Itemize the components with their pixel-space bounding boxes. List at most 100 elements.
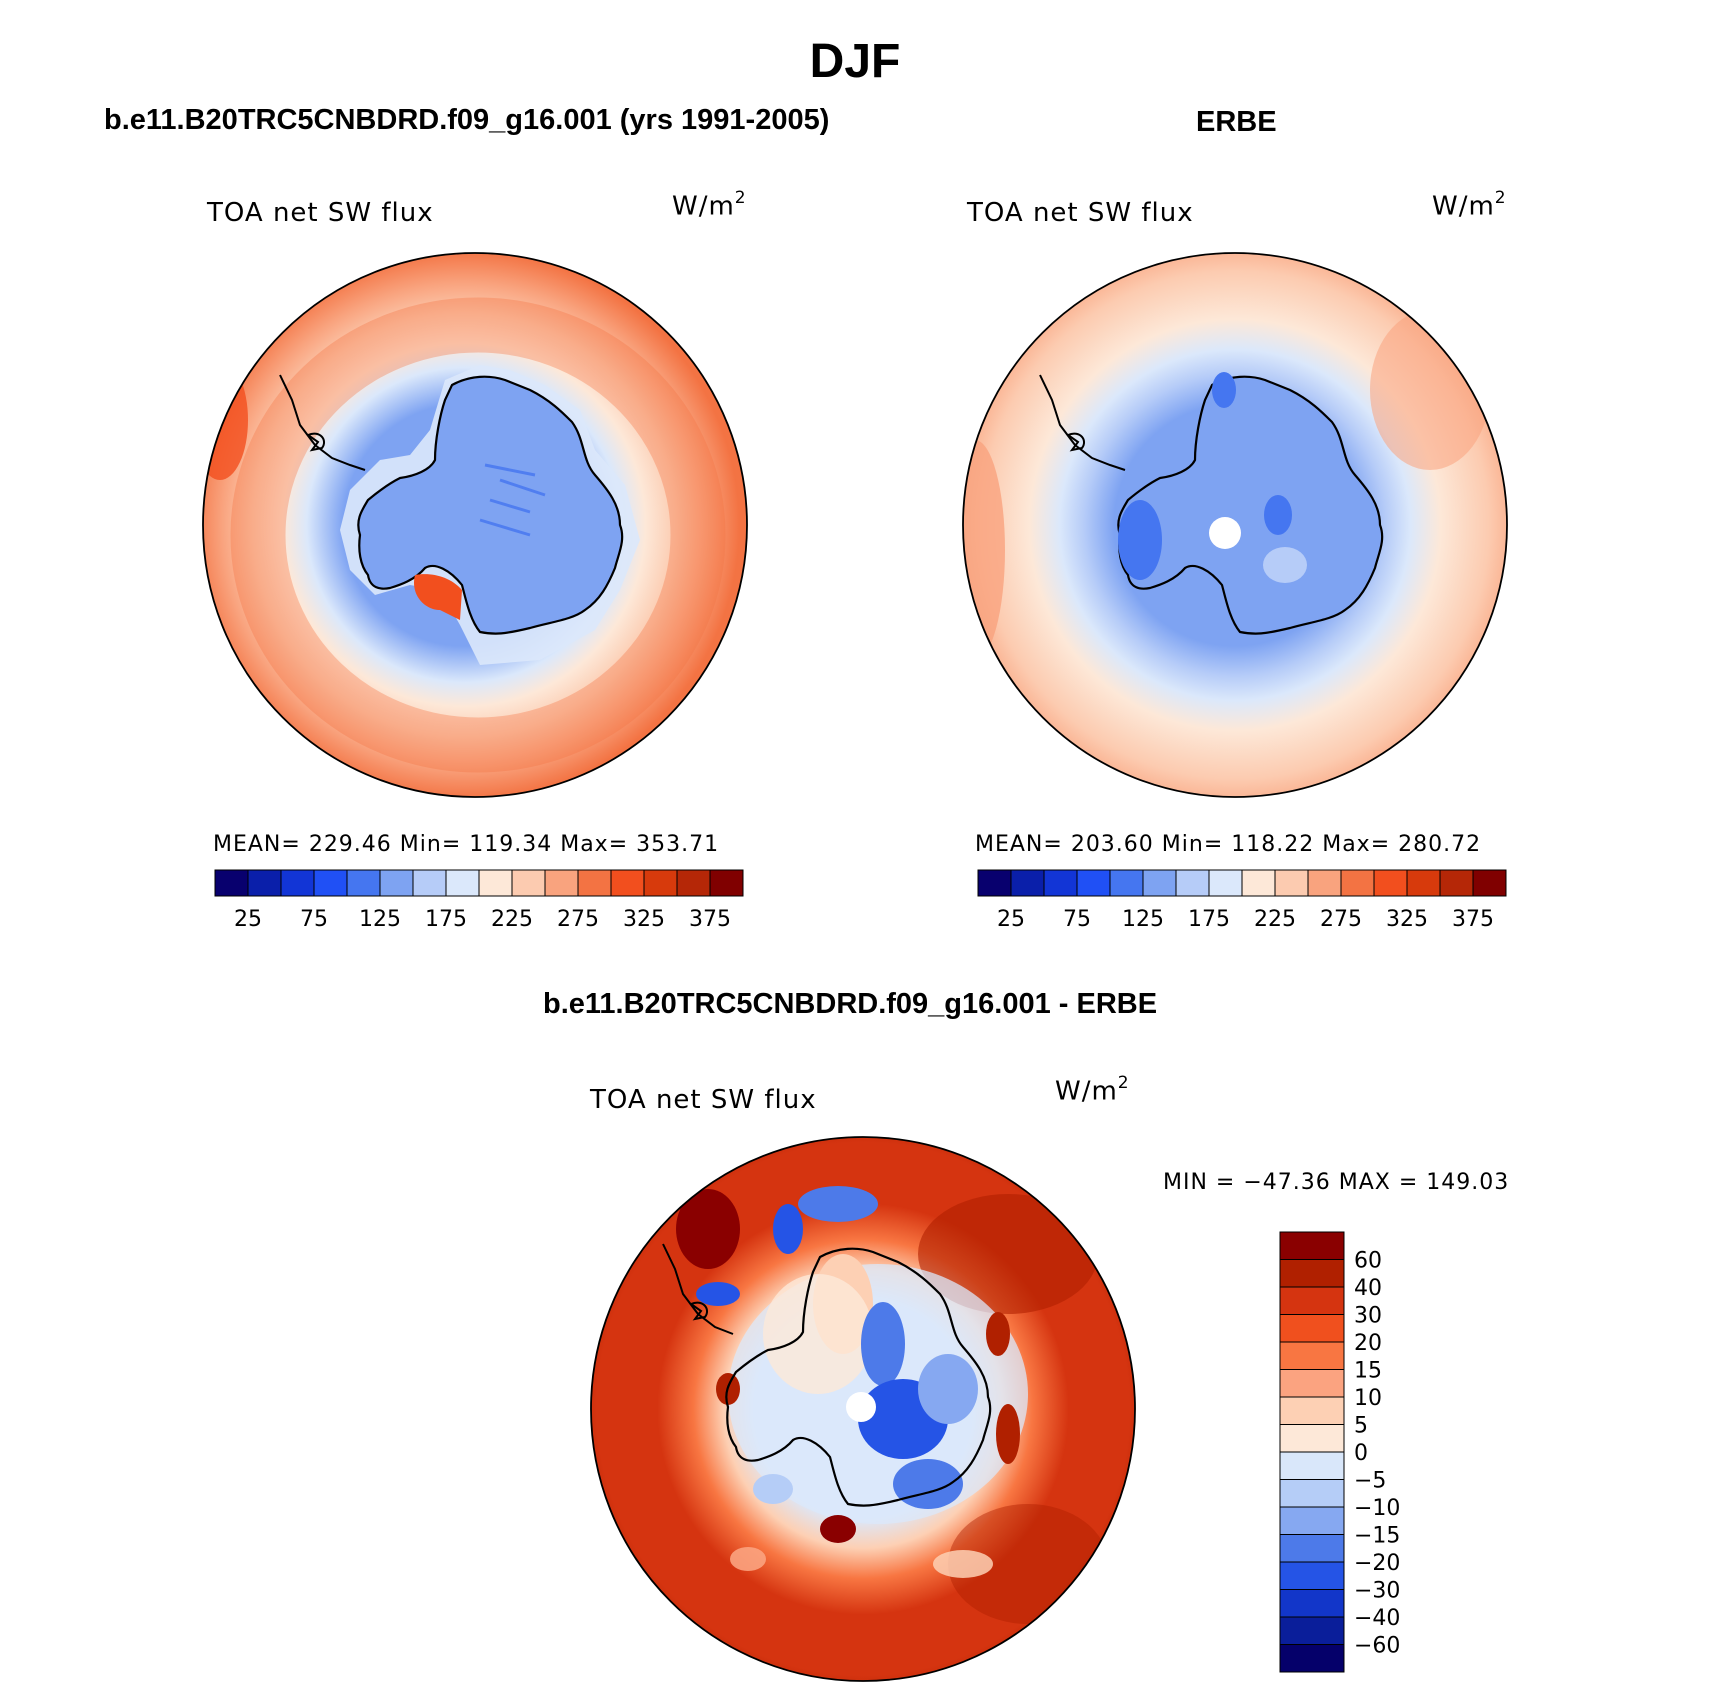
obs-colorbar-swatch: [1010, 869, 1045, 897]
model-colorbar-swatch: [247, 869, 282, 897]
model-colorbar-swatch: [610, 869, 645, 897]
diff-panel-header: b.e11.B20TRC5CNBDRD.f09_g16.001 - ERBE: [543, 988, 1158, 1020]
model-colorbar-swatch: [379, 869, 414, 897]
obs-colorbar-swatch: [1274, 869, 1309, 897]
model-colorbar-tick-label: 25: [234, 907, 262, 932]
model-colorbar-swatch: [511, 869, 546, 897]
model-colorbar-swatch: [280, 869, 315, 897]
model-colorbar-tick-label: 375: [689, 907, 731, 932]
model-colorbar-swatch: [478, 869, 513, 897]
diff-colorbar-swatch: [1279, 1644, 1345, 1673]
diff-colorbar-swatch: [1279, 1259, 1345, 1288]
model-units-exponent: 2: [734, 188, 747, 208]
diff-colorbar-tick-label: −40: [1354, 1606, 1400, 1631]
obs-colorbar-tick-label: 175: [1188, 907, 1230, 932]
model-colorbar-tick-label: 175: [425, 907, 467, 932]
diff-colorbar-tick-label: 15: [1354, 1359, 1382, 1384]
diff-colorbar-swatch: [1279, 1314, 1345, 1343]
model-units-label: W/m2: [672, 188, 747, 222]
diff-colorbar-swatch: [1279, 1396, 1345, 1425]
obs-colorbar-swatch: [1373, 869, 1408, 897]
obs-colorbar-swatch: [1406, 869, 1441, 897]
model-colorbar-swatch: [214, 869, 249, 897]
obs-colorbar-tick-label: 75: [1063, 907, 1091, 932]
diff-colorbar-tick-label: 60: [1354, 1249, 1382, 1274]
diff-colorbar-swatch: [1279, 1341, 1345, 1370]
model-colorbar-tick-label: 75: [300, 907, 328, 932]
obs-colorbar-swatch: [1241, 869, 1276, 897]
obs-colorbar-swatch: [1340, 869, 1375, 897]
diff-colorbar-tick-label: −5: [1354, 1469, 1386, 1494]
diff-colorbar-tick-label: 30: [1354, 1304, 1382, 1329]
model-panel-header: b.e11.B20TRC5CNBDRD.f09_g16.001 (yrs 199…: [104, 104, 830, 136]
diff-colorbar-swatch: [1279, 1286, 1345, 1315]
obs-colorbar-swatch: [1076, 869, 1111, 897]
diff-colorbar-tick-label: 40: [1354, 1276, 1382, 1301]
figure-title: DJF: [809, 35, 901, 88]
obs-colorbar-tick-label: 275: [1320, 907, 1362, 932]
model-colorbar-tick-label: 225: [491, 907, 533, 932]
diff-colorbar-swatch: [1279, 1589, 1345, 1618]
diff-units-text: W/m: [1055, 1076, 1118, 1107]
diff-stats: MIN = −47.36 MAX = 149.03: [1163, 1170, 1510, 1195]
model-stats: MEAN= 229.46 Min= 119.34 Max= 353.71: [213, 832, 720, 857]
diff-colorbar-tick-label: −60: [1354, 1634, 1400, 1659]
obs-panel-header: ERBE: [1196, 106, 1277, 138]
diff-colorbar-tick-label: 0: [1354, 1441, 1368, 1466]
diff-colorbar-tick-label: −20: [1354, 1551, 1400, 1576]
obs-units-label: W/m2: [1432, 188, 1507, 222]
obs-units-text: W/m: [1432, 191, 1495, 222]
obs-variable-label: TOA net SW flux: [967, 198, 1194, 228]
diff-colorbar-swatch: [1279, 1231, 1345, 1260]
model-polar-map: [202, 252, 748, 798]
diff-colorbar-tick-label: 20: [1354, 1331, 1382, 1356]
diff-colorbar-tick-label: −10: [1354, 1496, 1400, 1521]
obs-colorbar-swatch: [1142, 869, 1177, 897]
diff-units-exponent: 2: [1117, 1073, 1130, 1093]
model-colorbar: 25 75 125 175 225 275 325 375: [214, 869, 744, 932]
model-variable-label: TOA net SW flux: [207, 198, 434, 228]
diff-colorbar-swatch: [1279, 1479, 1345, 1508]
obs-colorbar-swatch: [1175, 869, 1210, 897]
model-colorbar-swatch: [709, 869, 744, 897]
obs-stats: MEAN= 203.60 Min= 118.22 Max= 280.72: [975, 832, 1482, 857]
model-colorbar-swatch: [577, 869, 612, 897]
model-colorbar-tick-label: 125: [359, 907, 401, 932]
diff-colorbar-swatch: [1279, 1616, 1345, 1645]
diff-colorbar-tick-label: 10: [1354, 1386, 1382, 1411]
diff-polar-map: [590, 1136, 1136, 1682]
obs-colorbar-tick-label: 375: [1452, 907, 1494, 932]
obs-colorbar-swatch: [1208, 869, 1243, 897]
diff-colorbar-swatch: [1279, 1534, 1345, 1563]
diff-colorbar-tick-label: 5: [1354, 1414, 1368, 1439]
obs-colorbar-tick-label: 325: [1386, 907, 1428, 932]
model-colorbar-swatch: [346, 869, 381, 897]
obs-polar-map: [962, 252, 1508, 798]
obs-colorbar-swatch: [1472, 869, 1507, 897]
diff-colorbar-swatch: [1279, 1424, 1345, 1453]
obs-units-exponent: 2: [1494, 188, 1507, 208]
model-colorbar-swatch: [445, 869, 480, 897]
diff-colorbar-swatch: [1279, 1561, 1345, 1590]
obs-colorbar-swatch: [977, 869, 1012, 897]
model-colorbar-swatch: [412, 869, 447, 897]
model-colorbar-swatch: [313, 869, 348, 897]
obs-colorbar: 25 75 125 175 225 275 325 375: [977, 869, 1507, 932]
model-colorbar-swatch: [544, 869, 579, 897]
diff-colorbar-swatch: [1279, 1506, 1345, 1535]
obs-colorbar-swatch: [1109, 869, 1144, 897]
obs-colorbar-swatch: [1307, 869, 1342, 897]
obs-colorbar-tick-label: 25: [997, 907, 1025, 932]
model-units-text: W/m: [672, 191, 735, 222]
model-colorbar-swatch: [643, 869, 678, 897]
diff-units-label: W/m2: [1055, 1073, 1130, 1107]
model-colorbar-tick-label: 325: [623, 907, 665, 932]
diff-colorbar-tick-label: −30: [1354, 1579, 1400, 1604]
model-colorbar-tick-label: 275: [557, 907, 599, 932]
model-colorbar-swatch: [676, 869, 711, 897]
diff-colorbar-swatch: [1279, 1369, 1345, 1398]
diff-colorbar-swatch: [1279, 1451, 1345, 1480]
obs-colorbar-swatch: [1043, 869, 1078, 897]
diff-colorbar-tick-label: −15: [1354, 1524, 1400, 1549]
